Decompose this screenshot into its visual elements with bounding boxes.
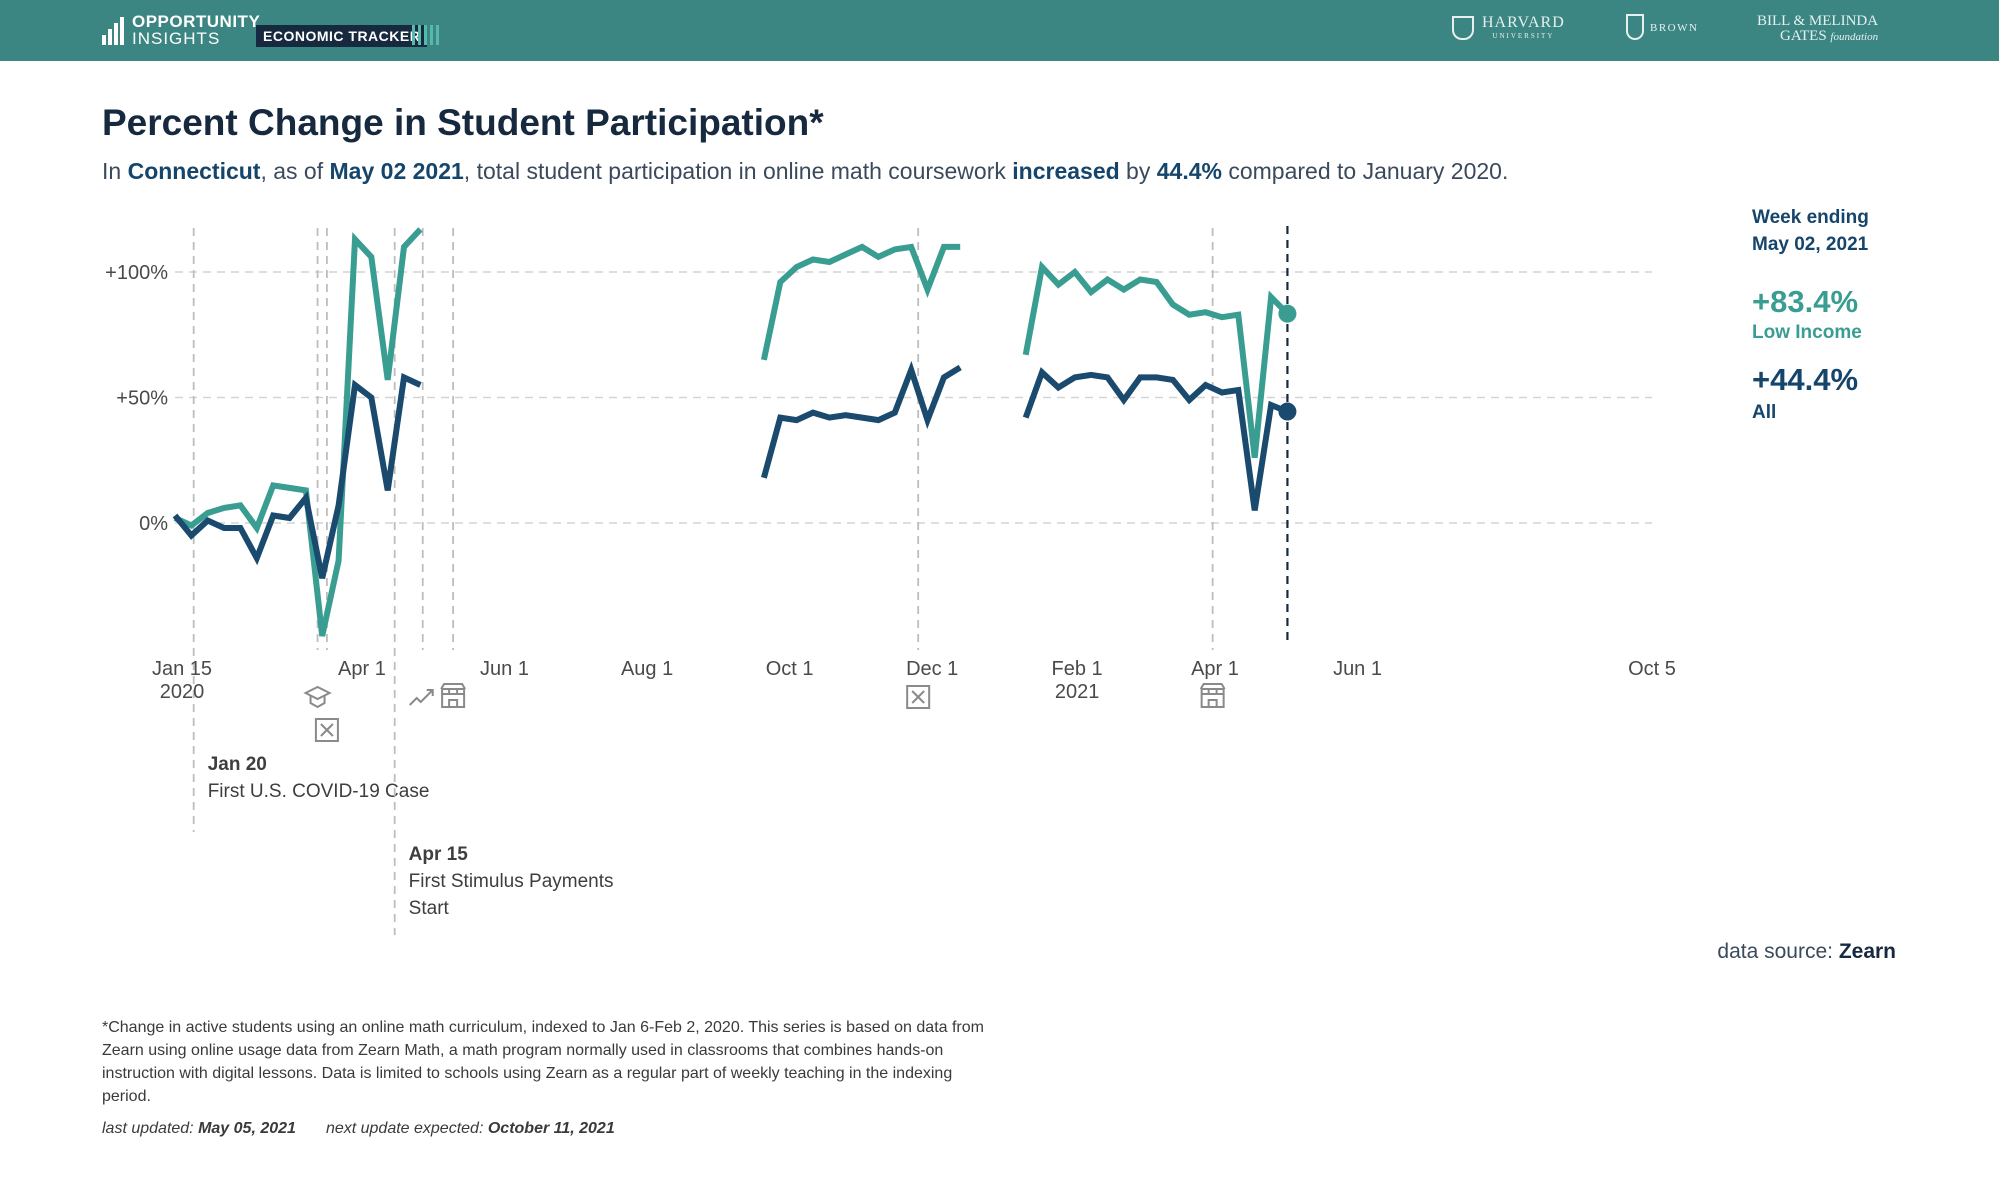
gates-line1: BILL & MELINDA: [1757, 13, 1879, 29]
page-subtitle: In Connecticut, as of May 02 2021, total…: [102, 158, 1508, 185]
data-source-label: data source:: [1717, 940, 1839, 963]
logo-line1: OPPORTUNITY: [132, 12, 261, 31]
series-endpoint-low-income: [1278, 304, 1297, 323]
x-tick-label: Dec 1: [906, 658, 958, 680]
legend-all-value: +44.4%: [1752, 362, 1859, 397]
x-tick-label: Oct 5: [1628, 658, 1676, 680]
gates-line2: GATES: [1780, 28, 1827, 44]
icon-store: [1200, 688, 1225, 708]
subtitle-part2: , as of: [260, 158, 330, 184]
footnote: *Change in active students using an onli…: [102, 1019, 984, 1105]
x-tick-label: Oct 1: [766, 658, 814, 680]
x-tick-label: Jun 1: [1333, 658, 1382, 680]
legend-low-income-label: Low Income: [1752, 322, 1862, 343]
x-tick-label: Feb 1: [1052, 658, 1103, 680]
event-annotation-text: First U.S. COVID-19 Case: [208, 781, 430, 802]
subtitle-state[interactable]: Connecticut: [127, 158, 261, 184]
x-tick-year-label: 2020: [160, 681, 205, 703]
last-updated-date: May 05, 2021: [198, 1120, 296, 1137]
harvard-name: HARVARD: [1482, 14, 1565, 31]
business-reopening-icon: [440, 683, 466, 708]
harvard-shield-icon: [1452, 16, 1474, 40]
y-tick-label: +50%: [116, 388, 168, 410]
x-tick-label: Apr 1: [1191, 658, 1239, 680]
top-bar: OPPORTUNITY INSIGHTS ECONOMIC TRACKER HA…: [0, 0, 1999, 61]
legend-week-line2: May 02, 2021: [1752, 234, 1869, 255]
page-title: Percent Change in Student Participation*: [102, 102, 824, 143]
gates-foundation-logo[interactable]: BILL & MELINDA GATES foundation: [1757, 14, 1878, 45]
y-tick-label: +100%: [105, 262, 168, 284]
series-line-low-income: [760, 243, 961, 361]
economic-tracker-badge[interactable]: ECONOMIC TRACKER: [256, 25, 428, 47]
icon-store-detail: [440, 683, 466, 707]
series-line-all: [172, 372, 422, 579]
next-update-date: October 11, 2021: [487, 1120, 615, 1137]
data-source: data source: Zearn: [1717, 940, 1896, 964]
series-line-all: [761, 360, 962, 479]
subtitle-direction: increased: [1012, 158, 1120, 184]
business-reopening-icon: [1199, 683, 1226, 708]
x-tick-label: Jan 15: [152, 658, 212, 680]
icon-trend: [409, 689, 434, 706]
icon-store-detail: [1199, 683, 1226, 707]
opportunity-insights-logo-icon: [102, 17, 124, 45]
subtitle-part4: by: [1119, 158, 1157, 184]
x-tick-year-label: 2021: [1055, 681, 1100, 703]
lockdown-icon: [906, 685, 931, 709]
harvard-logo[interactable]: HARVARD UNIVERSITY: [1452, 14, 1565, 40]
legend-low-income-value: +83.4%: [1752, 284, 1859, 319]
data-source-name[interactable]: Zearn: [1838, 940, 1896, 963]
last-updated-label: last updated:: [102, 1120, 199, 1137]
lockdown-icon: [314, 718, 339, 742]
update-info: last updated: May 05, 2021 next update ex…: [102, 1120, 615, 1138]
icon-cap: [303, 685, 332, 701]
next-update-label: next update expected:: [325, 1120, 488, 1137]
legend-week-line1: Week ending: [1752, 207, 1869, 228]
series-line-low-income: [173, 227, 423, 637]
series-line-all: [1022, 367, 1289, 511]
icon-cap-base: [309, 696, 326, 709]
gates-line2b: foundation: [1830, 31, 1879, 43]
subtitle-value: 44.4%: [1156, 158, 1222, 184]
stimulus-trend-icon: [409, 689, 434, 706]
logo-line2: INSIGHTS: [132, 29, 221, 48]
tracker-stripes-decoration: [412, 25, 440, 45]
series-endpoint-all: [1278, 402, 1297, 421]
brown-shield-icon: [1626, 14, 1644, 40]
logo-text[interactable]: OPPORTUNITY INSIGHTS: [132, 13, 260, 47]
x-tick-label: Jun 1: [480, 658, 529, 680]
chart-legend: Week ending May 02, 2021 +83.4% Low Inco…: [1752, 204, 1869, 424]
brown-logo[interactable]: BROWN: [1626, 14, 1699, 40]
x-tick-label: Aug 1: [621, 658, 673, 680]
y-tick-label: 0%: [139, 513, 168, 535]
brown-name: BROWN: [1650, 22, 1699, 34]
event-annotation-date: Jan 20: [208, 754, 267, 775]
event-annotation-text: Start: [409, 898, 450, 919]
harvard-sub: UNIVERSITY: [1492, 32, 1555, 40]
subtitle-part3: , total student participation in online …: [463, 158, 1013, 184]
participation-chart[interactable]: 0% +50% +100% Jan 20 First U.S. COVID-19 Cas…: [0, 0, 1999, 1000]
subtitle-part1: In: [102, 158, 128, 184]
event-annotation-text: First Stimulus Payments: [409, 871, 614, 892]
icon-cross: [911, 690, 925, 704]
x-tick-label: Apr 1: [338, 658, 386, 680]
school-closure-icon: [303, 685, 332, 709]
icon-store: [441, 688, 466, 708]
subtitle-date: May 02 2021: [329, 158, 464, 184]
event-annotation-date: Apr 15: [409, 844, 469, 865]
icon-cross: [320, 723, 334, 737]
legend-all-label: All: [1752, 402, 1777, 423]
subtitle-part5: compared to January 2020.: [1221, 158, 1509, 184]
series-line-low-income: [1022, 260, 1290, 459]
